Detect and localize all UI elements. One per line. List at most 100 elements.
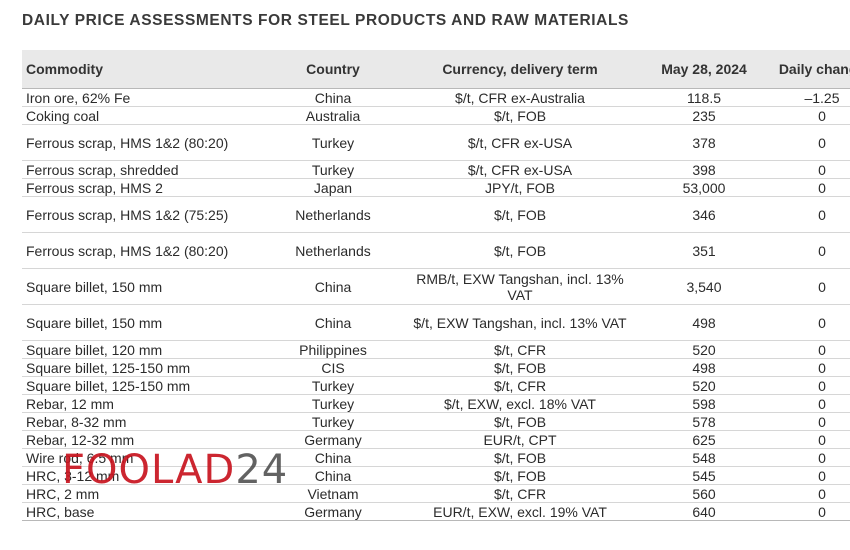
cell-country: CIS bbox=[266, 358, 400, 377]
cell-currency: $/t, FOB bbox=[400, 196, 640, 233]
cell-country: Turkey bbox=[266, 394, 400, 413]
cell-currency: EUR/t, EXW, excl. 19% VAT bbox=[400, 502, 640, 521]
cell-change: 0 bbox=[768, 124, 850, 161]
cell-currency: $/t, CFR bbox=[400, 376, 640, 395]
cell-commodity: Ferrous scrap, HMS 1&2 (75:25) bbox=[22, 196, 266, 233]
cell-currency: $/t, FOB bbox=[400, 466, 640, 485]
cell-change: 0 bbox=[768, 502, 850, 521]
cell-value: 548 bbox=[640, 448, 768, 467]
cell-change: 0 bbox=[768, 358, 850, 377]
cell-change: 0 bbox=[768, 178, 850, 197]
header-country: Country bbox=[266, 50, 400, 89]
cell-value: 560 bbox=[640, 484, 768, 503]
table-row: Ferrous scrap, HMS 1&2 (80:20) Turkey $/… bbox=[22, 124, 850, 161]
cell-commodity: Ferrous scrap, shredded bbox=[22, 160, 266, 179]
cell-value: 625 bbox=[640, 430, 768, 449]
cell-value: 118.5 bbox=[640, 88, 768, 107]
cell-currency: $/t, FOB bbox=[400, 412, 640, 431]
cell-currency: $/t, FOB bbox=[400, 448, 640, 467]
cell-country: China bbox=[266, 448, 400, 467]
cell-change: 0 bbox=[768, 268, 850, 305]
table-row: Square billet, 125-150 mm Turkey $/t, CF… bbox=[22, 376, 850, 395]
cell-country: Netherlands bbox=[266, 232, 400, 269]
cell-value: 53,000 bbox=[640, 178, 768, 197]
cell-country: Turkey bbox=[266, 124, 400, 161]
cell-commodity: HRC, base bbox=[22, 502, 266, 521]
table-body: Iron ore, 62% Fe China $/t, CFR ex-Austr… bbox=[22, 88, 850, 521]
cell-commodity: Iron ore, 62% Fe bbox=[22, 88, 266, 107]
cell-change: 0 bbox=[768, 376, 850, 395]
cell-country: China bbox=[266, 268, 400, 305]
cell-commodity: Square billet, 125-150 mm bbox=[22, 376, 266, 395]
table-row: Square billet, 120 mm Philippines $/t, C… bbox=[22, 340, 850, 359]
table-row: Iron ore, 62% Fe China $/t, CFR ex-Austr… bbox=[22, 88, 850, 107]
cell-value: 3,540 bbox=[640, 268, 768, 305]
cell-value: 498 bbox=[640, 358, 768, 377]
table-row: Ferrous scrap, HMS 1&2 (75:25) Netherlan… bbox=[22, 196, 850, 233]
cell-value: 351 bbox=[640, 232, 768, 269]
cell-change: 0 bbox=[768, 394, 850, 413]
cell-currency: $/t, CFR bbox=[400, 340, 640, 359]
cell-change: 0 bbox=[768, 466, 850, 485]
cell-commodity: Square billet, 150 mm bbox=[22, 304, 266, 341]
cell-value: 520 bbox=[640, 376, 768, 395]
header-date: May 28, 2024 bbox=[640, 50, 768, 89]
cell-country: Turkey bbox=[266, 412, 400, 431]
table-row: Ferrous scrap, HMS 1&2 (80:20) Netherlan… bbox=[22, 232, 850, 269]
table-row: Square billet, 125-150 mm CIS $/t, FOB 4… bbox=[22, 358, 850, 377]
cell-value: 578 bbox=[640, 412, 768, 431]
table-row: Rebar, 12 mm Turkey $/t, EXW, excl. 18% … bbox=[22, 394, 850, 413]
cell-commodity: Rebar, 12-32 mm bbox=[22, 430, 266, 449]
table-row: Rebar, 8-32 mm Turkey $/t, FOB 578 0 bbox=[22, 412, 850, 431]
cell-value: 398 bbox=[640, 160, 768, 179]
cell-change: 0 bbox=[768, 304, 850, 341]
cell-change: 0 bbox=[768, 340, 850, 359]
cell-commodity: Square billet, 120 mm bbox=[22, 340, 266, 359]
table-row: HRC, 2 mm Vietnam $/t, CFR 560 0 bbox=[22, 484, 850, 503]
table-row: Rebar, 12-32 mm Germany EUR/t, CPT 625 0 bbox=[22, 430, 850, 449]
cell-change: –1.25 bbox=[768, 88, 850, 107]
header-currency: Currency, delivery term bbox=[400, 50, 640, 89]
table-row: Wire rod, 6.5 mm China $/t, FOB 548 0 bbox=[22, 448, 850, 467]
cell-value: 640 bbox=[640, 502, 768, 521]
cell-change: 0 bbox=[768, 232, 850, 269]
cell-value: 235 bbox=[640, 106, 768, 125]
cell-commodity: HRC, 2 mm bbox=[22, 484, 266, 503]
cell-change: 0 bbox=[768, 106, 850, 125]
cell-commodity: Rebar, 12 mm bbox=[22, 394, 266, 413]
cell-commodity: Rebar, 8-32 mm bbox=[22, 412, 266, 431]
cell-currency: $/t, CFR ex-USA bbox=[400, 124, 640, 161]
cell-country: Netherlands bbox=[266, 196, 400, 233]
cell-value: 520 bbox=[640, 340, 768, 359]
cell-commodity: Ferrous scrap, HMS 2 bbox=[22, 178, 266, 197]
cell-country: Vietnam bbox=[266, 484, 400, 503]
cell-change: 0 bbox=[768, 430, 850, 449]
table-row: HRC, 3-12 mm China $/t, FOB 545 0 bbox=[22, 466, 850, 485]
table-row: Ferrous scrap, shredded Turkey $/t, CFR … bbox=[22, 160, 850, 179]
cell-country: Turkey bbox=[266, 160, 400, 179]
cell-value: 346 bbox=[640, 196, 768, 233]
table-row: Coking coal Australia $/t, FOB 235 0 bbox=[22, 106, 850, 125]
table-header-row: Commodity Country Currency, delivery ter… bbox=[22, 50, 850, 89]
table-row: HRC, base Germany EUR/t, EXW, excl. 19% … bbox=[22, 502, 850, 521]
cell-currency: RMB/t, EXW Tangshan, incl. 13% VAT bbox=[400, 268, 640, 305]
cell-currency: EUR/t, CPT bbox=[400, 430, 640, 449]
cell-currency: $/t, EXW Tangshan, incl. 13% VAT bbox=[400, 304, 640, 341]
cell-country: Australia bbox=[266, 106, 400, 125]
cell-commodity: Ferrous scrap, HMS 1&2 (80:20) bbox=[22, 232, 266, 269]
cell-country: China bbox=[266, 466, 400, 485]
cell-country: China bbox=[266, 88, 400, 107]
header-change: Daily change bbox=[768, 50, 850, 89]
cell-change: 0 bbox=[768, 484, 850, 503]
cell-commodity: Square billet, 125-150 mm bbox=[22, 358, 266, 377]
cell-commodity: Square billet, 150 mm bbox=[22, 268, 266, 305]
cell-currency: $/t, FOB bbox=[400, 106, 640, 125]
cell-change: 0 bbox=[768, 412, 850, 431]
cell-change: 0 bbox=[768, 196, 850, 233]
cell-currency: $/t, EXW, excl. 18% VAT bbox=[400, 394, 640, 413]
cell-commodity: Wire rod, 6.5 mm bbox=[22, 448, 266, 467]
page-title: DAILY PRICE ASSESSMENTS FOR STEEL PRODUC… bbox=[22, 12, 629, 29]
cell-currency: $/t, CFR ex-USA bbox=[400, 160, 640, 179]
cell-value: 545 bbox=[640, 466, 768, 485]
cell-value: 498 bbox=[640, 304, 768, 341]
